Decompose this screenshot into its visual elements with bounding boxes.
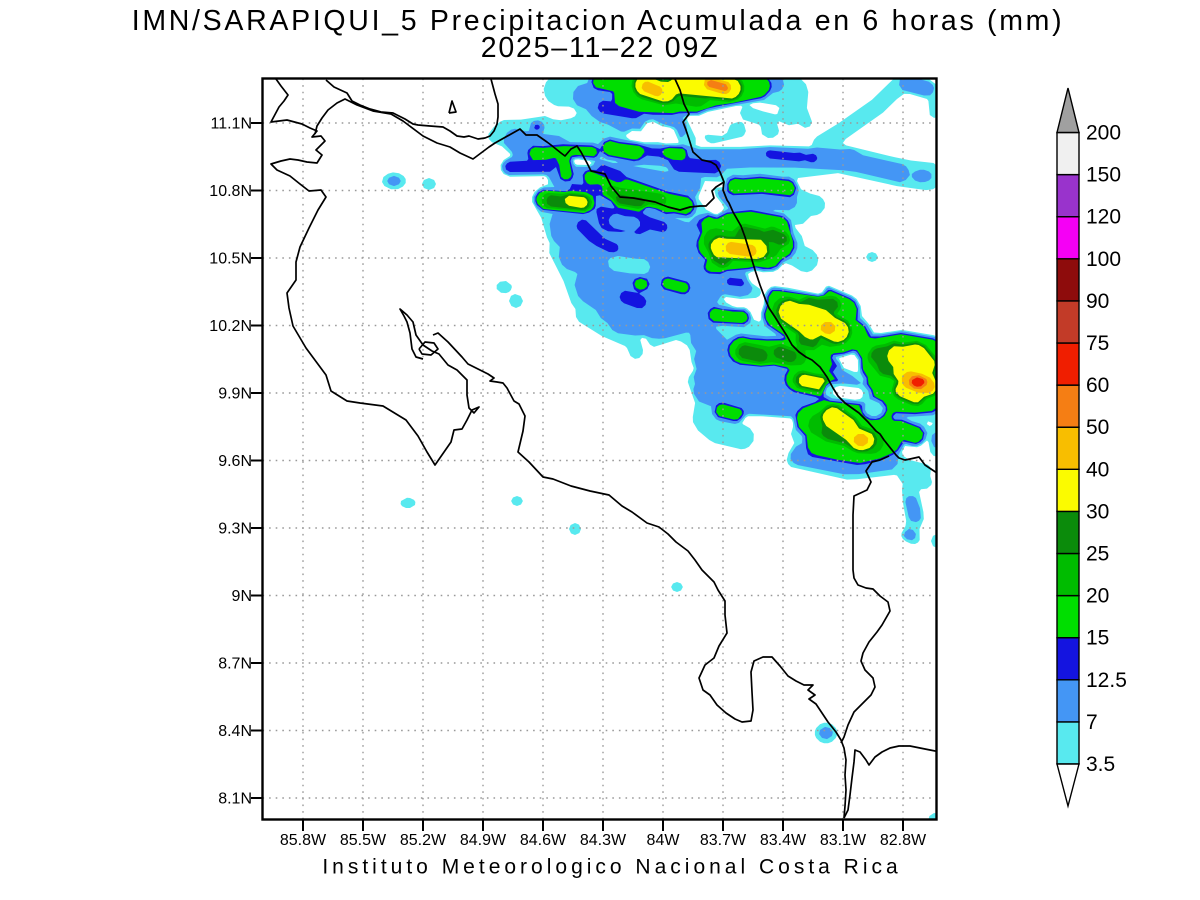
svg-text:40: 40 bbox=[1086, 458, 1109, 481]
svg-text:200: 200 bbox=[1086, 122, 1121, 145]
svg-text:7: 7 bbox=[1086, 711, 1098, 734]
svg-text:84.3W: 84.3W bbox=[580, 832, 627, 849]
svg-text:11.1N: 11.1N bbox=[210, 116, 252, 133]
svg-text:150: 150 bbox=[1086, 164, 1121, 187]
svg-text:84W: 84W bbox=[647, 832, 681, 849]
svg-text:25: 25 bbox=[1086, 543, 1109, 566]
svg-text:12.5: 12.5 bbox=[1086, 669, 1127, 692]
svg-text:90: 90 bbox=[1086, 290, 1109, 313]
svg-text:10.8N: 10.8N bbox=[209, 183, 252, 200]
svg-text:9.3N: 9.3N bbox=[218, 521, 252, 538]
svg-text:100: 100 bbox=[1086, 248, 1121, 271]
svg-text:85.8W: 85.8W bbox=[280, 832, 327, 849]
svg-text:85.5W: 85.5W bbox=[340, 832, 387, 849]
svg-text:83.4W: 83.4W bbox=[760, 832, 807, 849]
svg-text:20: 20 bbox=[1086, 585, 1109, 608]
svg-text:30: 30 bbox=[1086, 500, 1109, 523]
svg-text:84.6W: 84.6W bbox=[520, 832, 567, 849]
svg-text:120: 120 bbox=[1086, 206, 1121, 229]
svg-text:84.9W: 84.9W bbox=[460, 832, 507, 849]
svg-text:IMN/SARAPIQUI_5 Precipitacion: IMN/SARAPIQUI_5 Precipitacion Acumulada … bbox=[132, 5, 1065, 37]
svg-text:83.7W: 83.7W bbox=[700, 832, 747, 849]
svg-text:15: 15 bbox=[1086, 627, 1109, 650]
svg-text:10.5N: 10.5N bbox=[209, 251, 252, 268]
svg-text:75: 75 bbox=[1086, 332, 1109, 355]
svg-text:3.5: 3.5 bbox=[1086, 753, 1115, 776]
svg-text:10.2N: 10.2N bbox=[209, 318, 252, 335]
svg-text:9N: 9N bbox=[232, 588, 252, 605]
svg-text:8.4N: 8.4N bbox=[218, 723, 252, 740]
svg-text:2025–11–22 09Z: 2025–11–22 09Z bbox=[481, 32, 720, 64]
svg-text:85.2W: 85.2W bbox=[400, 832, 447, 849]
svg-text:82.8W: 82.8W bbox=[880, 832, 927, 849]
svg-text:9.6N: 9.6N bbox=[218, 453, 252, 470]
svg-text:Instituto Meteorologico Nacion: Instituto Meteorologico Nacional Costa R… bbox=[322, 856, 901, 879]
svg-text:9.9N: 9.9N bbox=[218, 386, 252, 403]
svg-text:8.1N: 8.1N bbox=[218, 791, 252, 808]
svg-text:83.1W: 83.1W bbox=[820, 832, 867, 849]
svg-text:50: 50 bbox=[1086, 416, 1109, 439]
svg-text:8.7N: 8.7N bbox=[218, 656, 252, 673]
svg-text:60: 60 bbox=[1086, 374, 1109, 397]
